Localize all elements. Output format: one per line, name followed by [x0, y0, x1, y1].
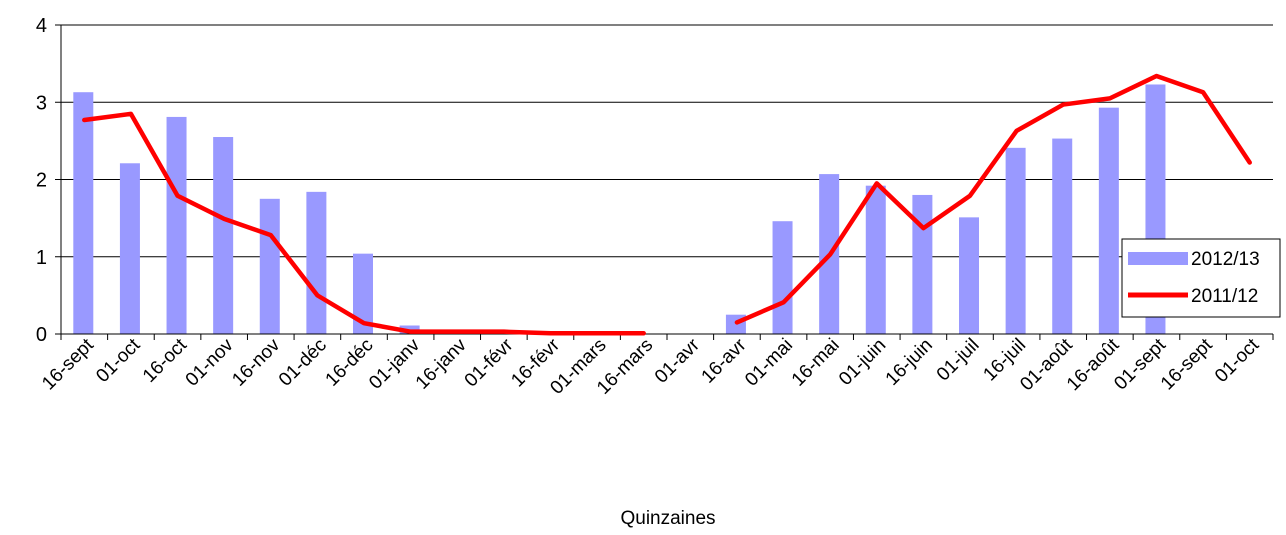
bar: [166, 116, 187, 335]
x-tick-label: 16-avr: [698, 334, 751, 387]
bar: [865, 185, 886, 334]
bar: [772, 221, 793, 334]
x-tick-label: 16-janv: [412, 334, 471, 393]
bar: [73, 92, 94, 335]
bar: [1098, 107, 1119, 334]
x-axis-title: Quinzaines: [620, 508, 715, 529]
y-tick-label: 3: [36, 92, 47, 114]
bar: [1005, 147, 1026, 334]
y-tick-label: 4: [36, 15, 47, 37]
x-tick-label: 16-juin: [882, 335, 937, 390]
axes: [55, 24, 1274, 340]
bar: [353, 253, 373, 334]
x-tick-label: 01-oct: [92, 334, 145, 387]
series-line: [82, 111, 646, 336]
x-tick-label: 16-mai: [788, 335, 844, 391]
y-tick-label: 0: [36, 324, 47, 346]
x-tick-label: 01-déc: [275, 335, 331, 391]
x-tick-label: 01-mai: [741, 335, 797, 391]
bar: [1052, 138, 1073, 334]
gridlines: [61, 24, 1273, 258]
legend-swatch-bar: [1128, 252, 1188, 265]
bar: [912, 194, 933, 334]
y-tick-label: 1: [36, 247, 47, 269]
x-tick-label: 01-nov: [182, 334, 238, 390]
bar: [119, 163, 140, 334]
bar: [306, 191, 327, 334]
bar: [259, 198, 280, 334]
x-tick-label: 16-sept: [38, 334, 98, 394]
x-tick-label: 01-juin: [835, 335, 890, 390]
bar: [959, 217, 979, 334]
y-tick-labels: 0 1 2 3 4: [36, 15, 47, 346]
x-tick-label: 01-oct: [1211, 334, 1264, 387]
x-tick-label: 01-janv: [365, 334, 424, 393]
x-tick-labels: 16-sept01-oct16-oct01-nov16-nov01-déc16-…: [38, 334, 1264, 399]
bar: [213, 137, 234, 334]
x-tick-label: 01-avr: [651, 334, 704, 387]
y-tick-label: 2: [36, 170, 47, 192]
line-series: [82, 73, 1252, 336]
x-tick-label: 16-sept: [1157, 334, 1217, 394]
series-line: [734, 73, 1252, 325]
x-tick-label: 16-août: [1063, 334, 1124, 395]
legend-label-2012-13: 2012/13: [1191, 249, 1260, 270]
bar-series: [73, 84, 1166, 335]
legend-label-2011-12: 2011/12: [1191, 286, 1258, 307]
x-tick-label: 01-juil: [933, 335, 984, 386]
x-tick-label: 01-févr: [461, 334, 518, 391]
x-tick-label: 16-nov: [228, 334, 284, 390]
legend: 2012/13 2011/12: [1121, 238, 1281, 318]
